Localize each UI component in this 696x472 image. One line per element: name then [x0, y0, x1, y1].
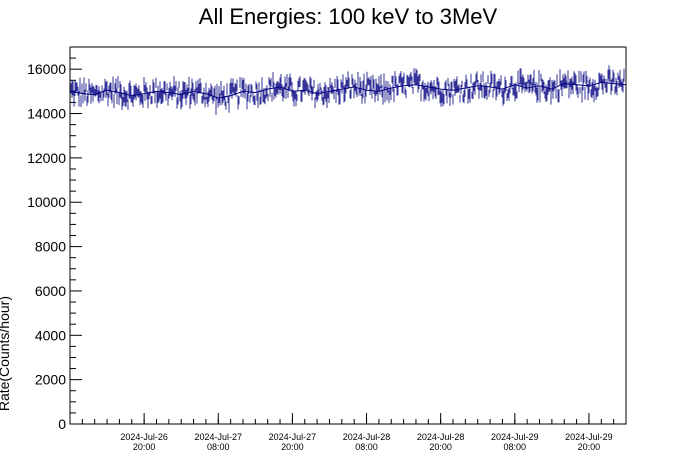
y-tick-label: 4000 [35, 327, 66, 343]
y-tick-label: 2000 [35, 372, 66, 388]
x-tick-date-label: 2024-Jul-26 [120, 432, 168, 442]
series-fluctuation [70, 65, 625, 116]
chart-title: All Energies: 100 keV to 3MeV [199, 4, 498, 29]
x-tick-date-label: 2024-Jul-29 [565, 432, 613, 442]
x-tick-date-label: 2024-Jul-28 [417, 432, 465, 442]
x-tick-date-label: 2024-Jul-28 [343, 432, 391, 442]
y-tick-label: 12000 [27, 150, 66, 166]
y-axis-label: Rate(Counts/hour) [0, 296, 12, 411]
x-tick-time-label: 08:00 [504, 442, 527, 452]
x-tick-time-label: 08:00 [355, 442, 378, 452]
y-tick-label: 16000 [27, 61, 66, 77]
series-group [69, 65, 627, 116]
x-tick-time-label: 08:00 [207, 442, 230, 452]
x-axis: 2024-Jul-2620:002024-Jul-2708:002024-Jul… [81, 413, 615, 452]
y-tick-label: 14000 [27, 106, 66, 122]
y-tick-label: 0 [58, 416, 66, 432]
x-tick-date-label: 2024-Jul-29 [491, 432, 539, 442]
x-tick-time-label: 20:00 [133, 442, 156, 452]
x-tick-time-label: 20:00 [429, 442, 452, 452]
plot-frame [69, 46, 627, 425]
plot-area [69, 46, 627, 425]
x-tick-time-label: 20:00 [281, 442, 304, 452]
y-tick-label: 6000 [35, 283, 66, 299]
y-tick-label: 10000 [27, 194, 66, 210]
y-axis: 0 2000 4000 6000 8000 10000 12000 14000 16000 [27, 46, 82, 432]
y-tick-label: 8000 [35, 239, 66, 255]
x-tick-date-label: 2024-Jul-27 [195, 432, 243, 442]
x-tick-date-label: 2024-Jul-27 [269, 432, 317, 442]
x-tick-time-label: 20:00 [578, 442, 601, 452]
